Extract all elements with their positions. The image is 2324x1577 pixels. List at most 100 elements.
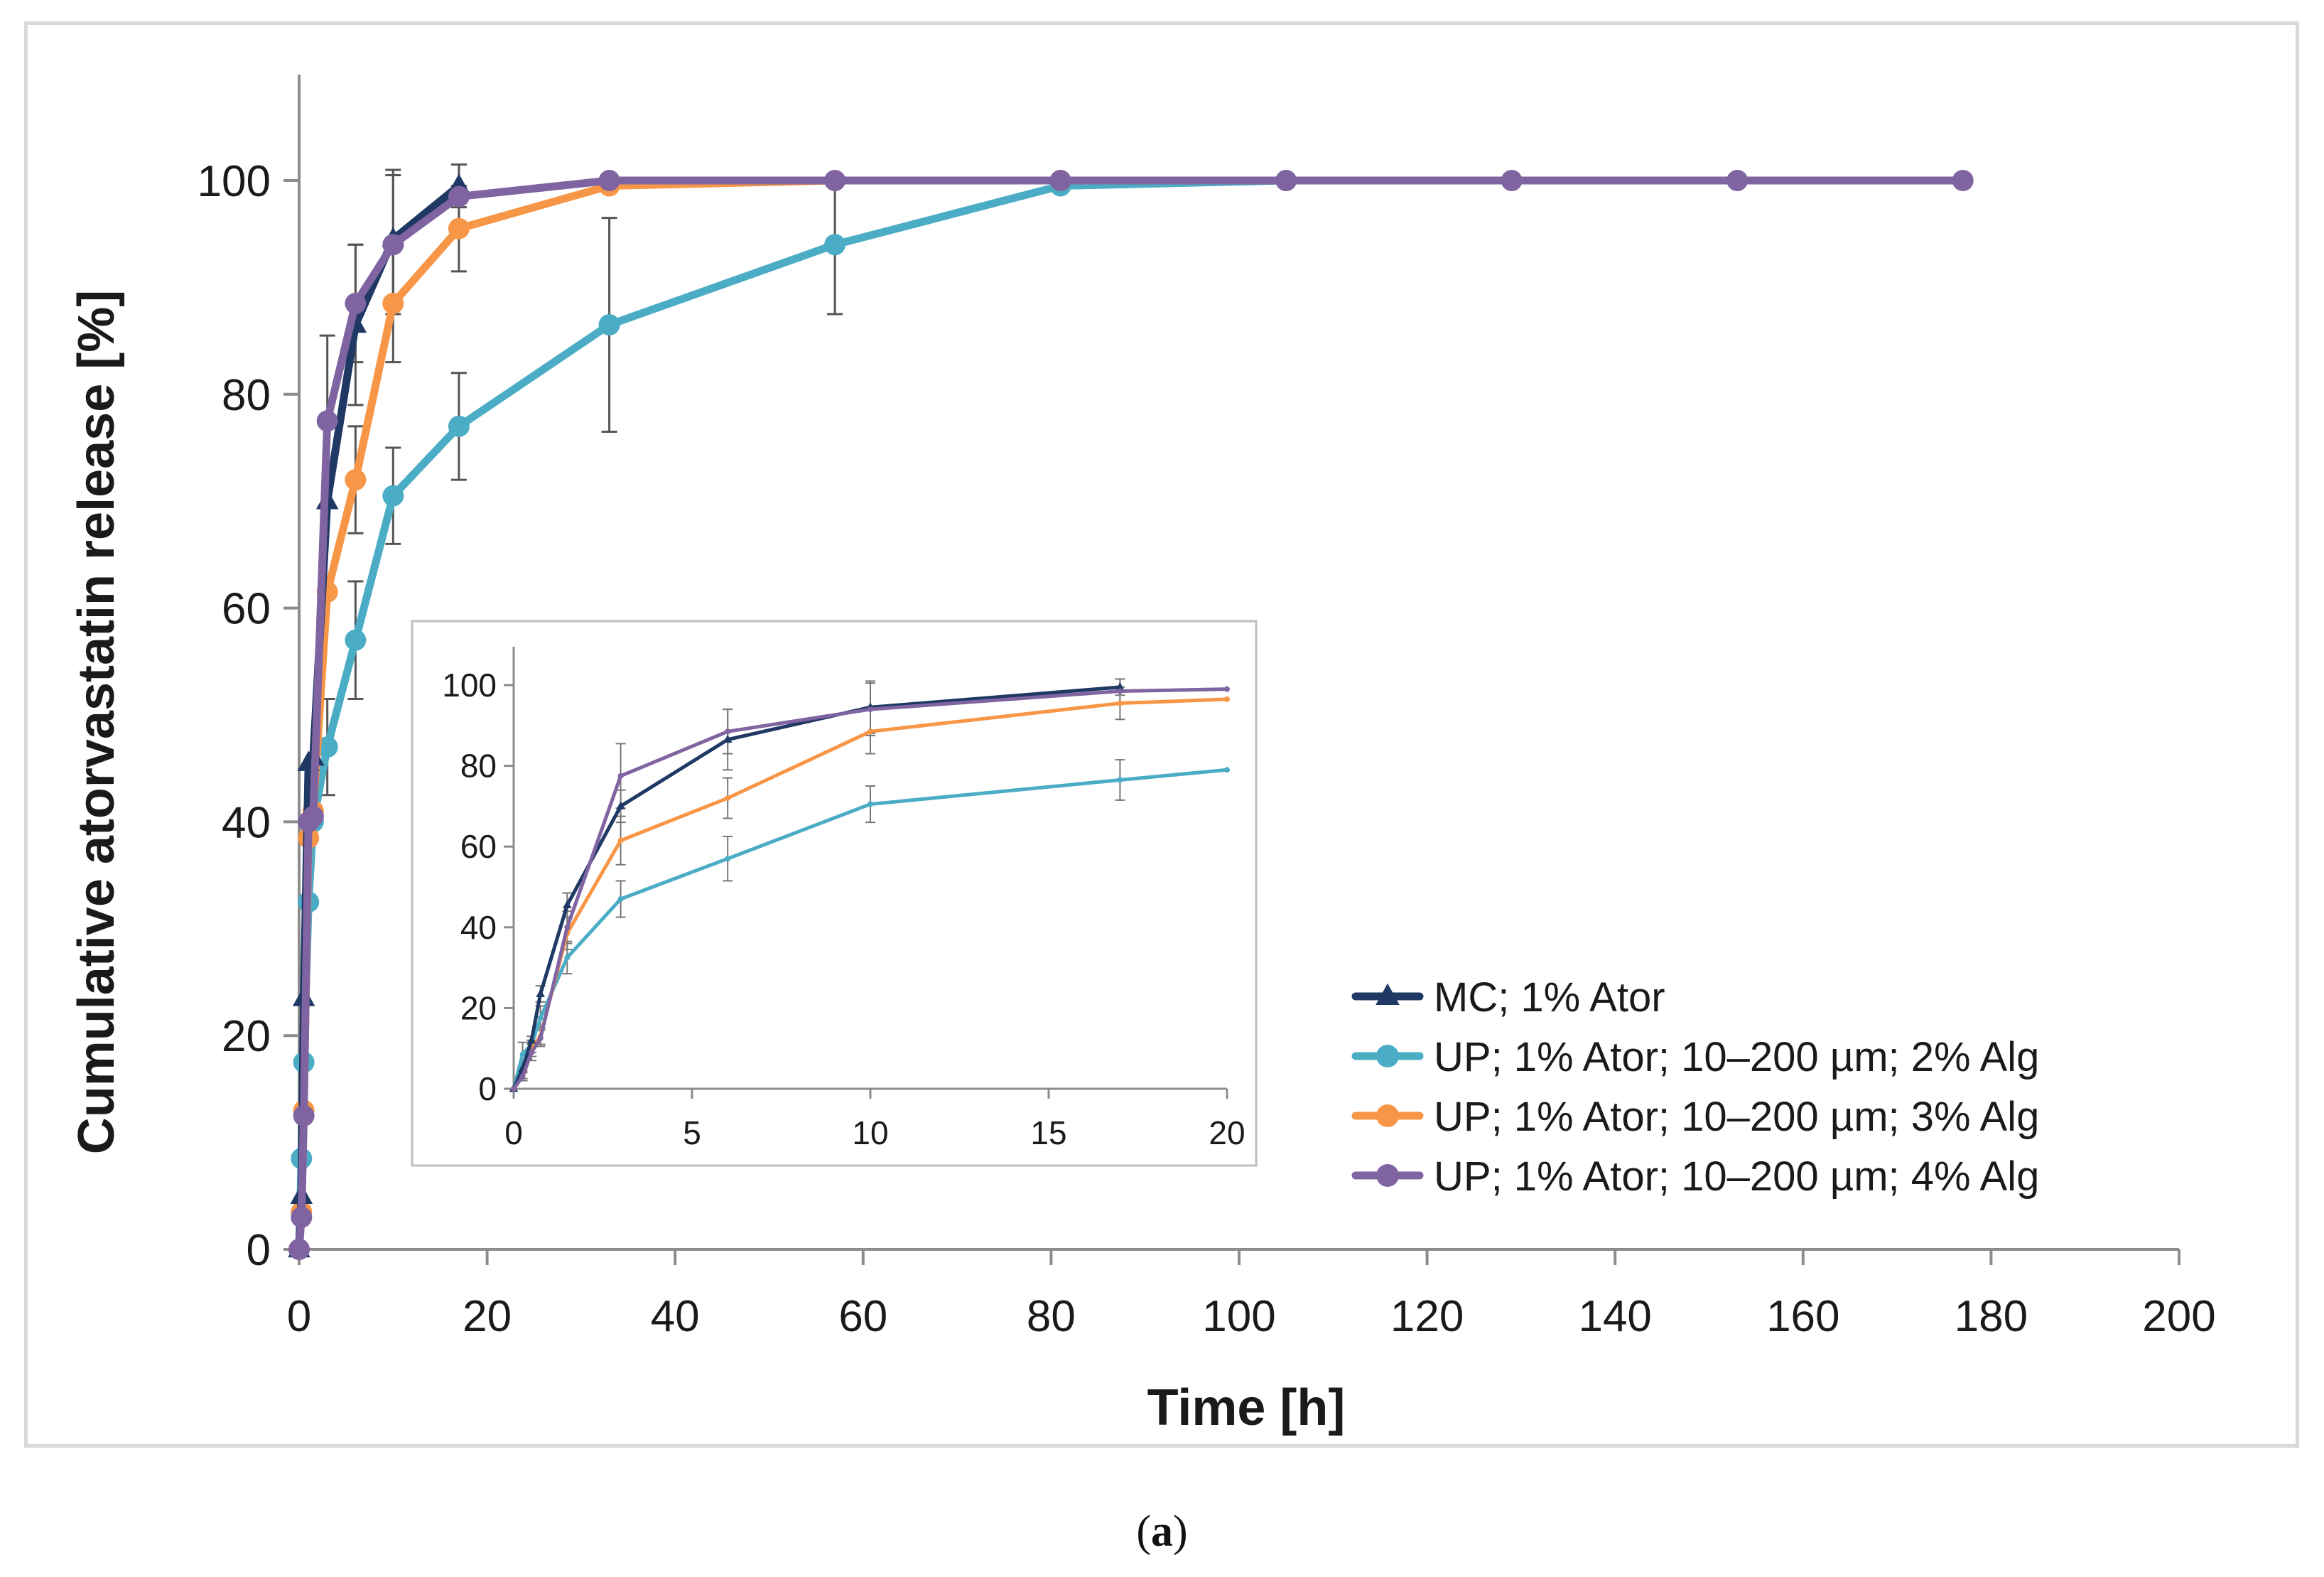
inset-data-point-mc-1-ator <box>563 900 572 909</box>
inset-data-point-up-1-ator-10-200-m-2-alg <box>519 1051 526 1057</box>
data-point-up-1-ator-10-200-m-4-alg <box>598 170 620 191</box>
inset-data-point-up-1-ator-10-200-m-2-alg <box>868 801 873 807</box>
data-point-up-1-ator-10-200-m-2-alg <box>824 234 846 256</box>
x-tick-label: 60 <box>838 1292 887 1341</box>
legend-marker-up-1-ator-10-200-m-4-alg <box>1376 1164 1399 1187</box>
y-tick-label: 20 <box>222 1012 271 1061</box>
inset-data-point-up-1-ator-10-200-m-4-alg <box>725 728 731 735</box>
inset-data-point-up-1-ator-10-200-m-2-alg <box>564 954 571 961</box>
inset-data-point-up-1-ator-10-200-m-3-alg <box>1117 700 1123 706</box>
data-point-up-1-ator-10-200-m-4-alg <box>382 234 404 256</box>
data-point-up-1-ator-10-200-m-3-alg <box>345 469 367 491</box>
inset-data-point-up-1-ator-10-200-m-3-alg <box>725 795 731 802</box>
data-point-up-1-ator-10-200-m-2-alg <box>345 629 367 651</box>
y-axis-title: Cumulative atorvastatin release [%] <box>68 290 125 1154</box>
inset-data-point-up-1-ator-10-200-m-4-alg <box>868 706 873 713</box>
inset-y-tick-label: 80 <box>460 748 497 785</box>
inset-data-point-up-1-ator-10-200-m-2-alg <box>617 896 624 903</box>
legend-marker-up-1-ator-10-200-m-2-alg <box>1376 1045 1399 1067</box>
inset-data-point-up-1-ator-10-200-m-3-alg <box>868 728 873 735</box>
data-point-up-1-ator-10-200-m-4-alg <box>1726 170 1749 191</box>
data-point-up-1-ator-10-200-m-4-alg <box>288 1239 310 1260</box>
inset-y-tick-label: 20 <box>460 989 497 1026</box>
inset-data-point-up-1-ator-10-200-m-4-alg <box>1117 688 1123 694</box>
x-tick-label: 20 <box>463 1292 512 1341</box>
legend: MC; 1% Ator UP; 1% Ator; 10–200 µm; 2% Al… <box>1351 974 2039 1200</box>
data-point-up-1-ator-10-200-m-2-alg <box>448 415 470 437</box>
inset-data-point-up-1-ator-10-200-m-4-alg <box>529 1049 535 1055</box>
x-tick-label: 120 <box>1390 1292 1464 1341</box>
inset-plot: 0 5 10 15 20 0 20 40 60 80 100 <box>411 620 1258 1167</box>
figure-caption: (a) <box>0 1507 2324 1557</box>
x-tick-label: 40 <box>651 1292 700 1341</box>
legend-marker-up-1-ator-10-200-m-3-alg <box>1376 1104 1399 1127</box>
inset-data-point-mc-1-ator <box>723 734 733 743</box>
inset-x-tick-label: 20 <box>1209 1114 1245 1151</box>
inset-data-point-up-1-ator-10-200-m-4-alg <box>537 1035 544 1041</box>
data-point-up-1-ator-10-200-m-2-alg <box>382 485 404 507</box>
inset-y-tick-label: 0 <box>478 1070 497 1107</box>
inset-x-tick-label: 5 <box>683 1114 701 1151</box>
main-plot: 0 20 40 60 80 100 120 140 160 180 200020406080100T… <box>68 75 2216 1436</box>
data-point-up-1-ator-10-200-m-4-alg <box>1952 170 1974 191</box>
inset-data-point-up-1-ator-10-200-m-4-alg <box>1224 686 1230 692</box>
inset-data-point-up-1-ator-10-200-m-2-alg <box>1117 777 1123 783</box>
data-point-up-1-ator-10-200-m-4-alg <box>345 292 367 314</box>
data-point-up-1-ator-10-200-m-2-alg <box>598 314 620 336</box>
legend-marker-mc-1-ator <box>1376 983 1400 1005</box>
x-tick-label: 140 <box>1578 1292 1651 1341</box>
data-point-up-1-ator-10-200-m-4-alg <box>1049 170 1071 191</box>
x-tick-label: 200 <box>2142 1292 2215 1341</box>
series-line-up-1-ator-10-200-m-4-alg <box>295 176 1967 1254</box>
x-tick-label: 0 <box>287 1292 311 1341</box>
inset-y-tick-label: 40 <box>460 909 497 946</box>
data-point-up-1-ator-10-200-m-4-alg <box>448 185 470 208</box>
data-point-up-1-ator-10-200-m-4-alg <box>1275 170 1297 191</box>
x-tick-label: 160 <box>1766 1292 1839 1341</box>
inset-data-point-mc-1-ator <box>616 801 625 809</box>
data-point-up-1-ator-10-200-m-4-alg <box>824 170 846 191</box>
y-tick-label: 60 <box>222 585 271 634</box>
inset-data-point-up-1-ator-10-200-m-3-alg <box>617 837 624 844</box>
inset-data-point-mc-1-ator <box>526 1035 536 1044</box>
inset-data-point-up-1-ator-10-200-m-2-alg <box>537 1015 544 1021</box>
inset-series-line-up-1-ator-10-200-m-4-alg <box>512 687 1229 1091</box>
inset-data-point-up-1-ator-10-200-m-2-alg <box>725 856 731 862</box>
data-point-up-1-ator-10-200-m-3-alg <box>448 217 470 239</box>
data-point-up-1-ator-10-200-m-3-alg <box>382 292 404 314</box>
caption-letter: a <box>1151 1507 1173 1556</box>
caption-close: ) <box>1173 1507 1188 1556</box>
inset-x-tick-label: 10 <box>852 1114 888 1151</box>
inset-data-point-up-1-ator-10-200-m-4-alg <box>511 1086 517 1092</box>
inset-data-point-up-1-ator-10-200-m-2-alg <box>1224 767 1230 773</box>
inset-data-point-up-1-ator-10-200-m-4-alg <box>519 1073 526 1080</box>
data-point-up-1-ator-10-200-m-4-alg <box>291 1206 313 1228</box>
y-tick-label: 100 <box>198 157 271 206</box>
inset-data-point-mc-1-ator <box>1115 682 1125 691</box>
x-tick-label: 100 <box>1202 1292 1275 1341</box>
data-point-up-1-ator-10-200-m-4-alg <box>1501 170 1523 191</box>
x-tick-label: 180 <box>1955 1292 2028 1341</box>
inset-x-tick-label: 0 <box>504 1114 523 1151</box>
x-axis-title: Time [h] <box>1147 1379 1346 1436</box>
inset-x-tick-label: 15 <box>1030 1114 1066 1151</box>
x-tick-label: 80 <box>1027 1292 1076 1341</box>
legend-label-up-1-ator-10-200-m-4-alg: UP; 1% Ator; 10–200 µm; 4% Alg <box>1434 1153 2039 1200</box>
legend-label-mc-1-ator: MC; 1% Ator <box>1434 974 1665 1021</box>
y-tick-label: 80 <box>222 371 271 420</box>
data-point-up-1-ator-10-200-m-4-alg <box>316 410 338 432</box>
y-tick-label: 0 <box>247 1226 271 1275</box>
data-point-up-1-ator-10-200-m-4-alg <box>293 1105 315 1126</box>
legend-label-up-1-ator-10-200-m-2-alg: UP; 1% Ator; 10–200 µm; 2% Alg <box>1434 1034 2039 1080</box>
inset-data-point-mc-1-ator <box>536 989 545 998</box>
inset-data-point-up-1-ator-10-200-m-4-alg <box>564 924 571 930</box>
caption-open: ( <box>1136 1507 1151 1556</box>
inset-frame <box>411 620 1258 1167</box>
inset-y-tick-label: 100 <box>442 667 497 704</box>
inset-data-point-up-1-ator-10-200-m-3-alg <box>1224 696 1230 702</box>
y-tick-label: 40 <box>222 798 271 847</box>
inset-y-tick-label: 60 <box>460 828 497 865</box>
data-point-up-1-ator-10-200-m-2-alg <box>316 736 338 758</box>
data-point-up-1-ator-10-200-m-4-alg <box>302 805 324 827</box>
